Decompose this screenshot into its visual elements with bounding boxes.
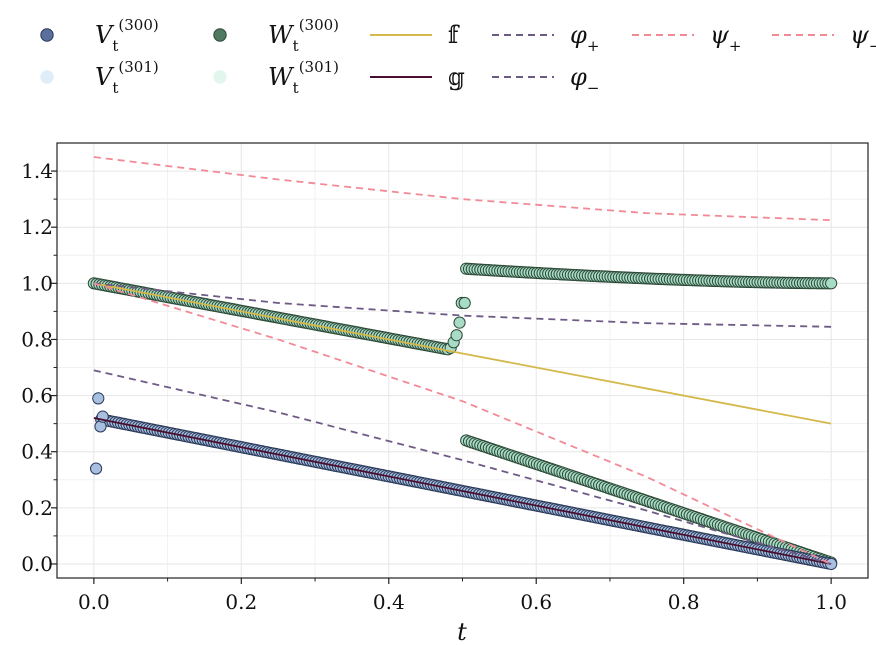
- legend-label-subscript: −: [869, 37, 876, 55]
- data-point: [92, 392, 105, 405]
- legend-item-V301: Vt(301): [40, 58, 159, 97]
- series-layer: [87, 156, 838, 571]
- series-V300: [89, 392, 838, 571]
- legend-label: φ−: [570, 63, 599, 97]
- y-tick-label: 1.4: [21, 159, 53, 183]
- series-line-phi-minus: [93, 369, 832, 565]
- legend-label: 𝕘: [448, 63, 465, 91]
- series-line-phi-plus: [93, 282, 832, 328]
- legend-label-subscript: t: [293, 79, 299, 97]
- y-tick-label: 1.2: [21, 215, 53, 239]
- data-point: [825, 277, 838, 290]
- legend-label: φ+: [570, 21, 599, 55]
- data-point: [89, 462, 103, 475]
- legend-label-base: φ: [570, 21, 587, 49]
- legend-label: ψ−: [850, 21, 876, 55]
- legend-label: 𝕗: [448, 21, 460, 49]
- series-line-psi-plus: [93, 156, 832, 222]
- legend-label-base: V: [95, 21, 115, 49]
- y-tick-label: 0.2: [21, 496, 53, 520]
- legend-label: Wt(301): [268, 58, 339, 97]
- legend-label-base: W: [268, 21, 295, 49]
- x-tick-label: 0.6: [520, 590, 552, 614]
- legend-item-f: 𝕗: [370, 21, 460, 49]
- legend-item-W301: Wt(301): [213, 58, 339, 97]
- legend-item-phi-plus: φ+: [492, 21, 599, 55]
- y-tick-label: 0.8: [21, 327, 53, 351]
- legend-label-subscript: t: [112, 79, 118, 97]
- legend-item-phi-minus: φ−: [492, 63, 599, 97]
- axes: 0.0 0.2 0.4 0.6 0.8 1.0 0.0 0.2 0.4 0.6 0.8 1.0 1.2 1…: [21, 159, 847, 614]
- x-tick-label: 0.8: [668, 590, 700, 614]
- x-tick-label: 0.4: [373, 590, 405, 614]
- legend-label-subscript: +: [729, 37, 742, 55]
- legend-label-text: 𝕘: [448, 63, 465, 91]
- y-tick-label: 0.6: [21, 384, 53, 408]
- x-tick-label: 0.2: [225, 590, 257, 614]
- series-line-f: [93, 282, 832, 425]
- legend-item-V300: Vt(300): [40, 16, 159, 55]
- legend-label-superscript: (301): [118, 58, 158, 76]
- legend-label-superscript: (300): [299, 16, 339, 34]
- legend-item-psi-minus: ψ−: [772, 21, 876, 55]
- legend-item-W300: Wt(300): [213, 16, 339, 55]
- x-tick-label: 0.0: [78, 590, 110, 614]
- x-tick-label: 1.0: [815, 590, 847, 614]
- legend-marker: [40, 70, 54, 84]
- data-point: [458, 296, 471, 310]
- data-point: [450, 329, 463, 342]
- legend-marker: [40, 28, 54, 42]
- legend-marker: [213, 28, 227, 42]
- data-point: [453, 316, 466, 329]
- y-tick-label: 1.0: [21, 271, 53, 295]
- legend-label: Wt(300): [268, 16, 339, 55]
- legend-label-base: ψ: [710, 21, 730, 49]
- legend: Vt(300)Vt(301)Wt(300)Wt(301)𝕗𝕘φ+φ−ψ+ ψ−: [40, 16, 876, 97]
- legend-label: ψ+: [710, 21, 741, 55]
- grid: [57, 143, 868, 578]
- legend-label-base: ψ: [850, 21, 870, 49]
- legend-label-subscript: t: [112, 37, 118, 55]
- legend-label-superscript: (301): [299, 58, 339, 76]
- legend-item-g: 𝕘: [370, 63, 465, 91]
- legend-label-subscript: t: [293, 37, 299, 55]
- series-line-psi-minus: [93, 282, 832, 565]
- legend-label: Vt(301): [95, 58, 159, 97]
- x-axis-label: t: [457, 618, 467, 645]
- legend-label-subscript: −: [587, 79, 600, 97]
- legend-label-text: 𝕗: [448, 21, 460, 49]
- legend-label: Vt(300): [95, 16, 159, 55]
- series-line-g: [93, 417, 832, 565]
- y-tick-label: 0.0: [21, 552, 53, 576]
- legend-label-subscript: +: [587, 37, 600, 55]
- legend-label-superscript: (300): [118, 16, 158, 34]
- series-W300: [87, 262, 838, 569]
- legend-label-base: V: [95, 63, 115, 91]
- legend-label-base: W: [268, 63, 295, 91]
- legend-label-base: φ: [570, 63, 587, 91]
- data-point: [94, 420, 107, 433]
- y-tick-label: 0.4: [21, 440, 53, 464]
- legend-marker: [213, 70, 227, 84]
- legend-item-psi-plus: ψ+: [632, 21, 741, 55]
